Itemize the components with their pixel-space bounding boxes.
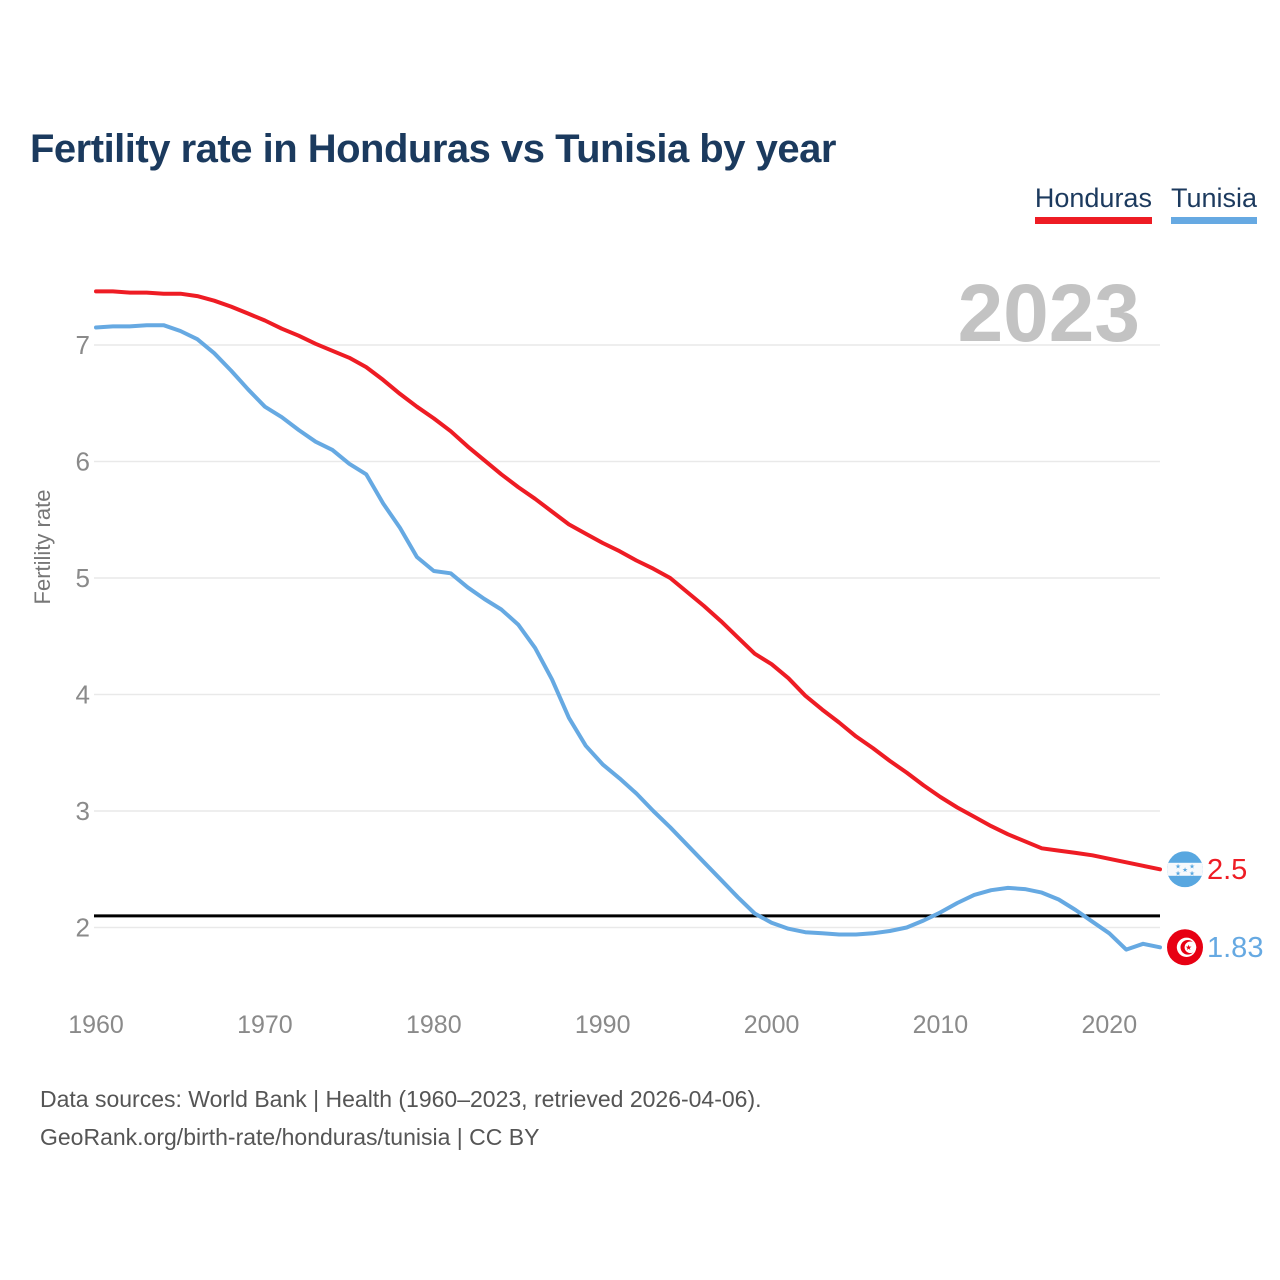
legend-item-tunisia[interactable]: Tunisia [1170, 183, 1257, 224]
y-tick-label: 7 [76, 330, 90, 360]
watermark-year: 2023 [958, 268, 1140, 359]
honduras-flag-icon: ★ ★ ★ ★ ★ [1167, 851, 1203, 888]
tunisia-flag-icon: ★ [1167, 929, 1203, 966]
footer: Data sources: World Bank | Health (1960–… [40, 1080, 762, 1156]
x-tick-label: 2020 [1081, 1011, 1137, 1039]
x-axis-tick-labels: 1960 1970 1980 1990 2000 2010 2020 [68, 1011, 1137, 1039]
legend-color-bar-honduras [1034, 217, 1152, 224]
page-title: Fertility rate in Honduras vs Tunisia by… [30, 126, 836, 171]
svg-text:★: ★ [1189, 870, 1195, 878]
legend-label-tunisia: Tunisia [1170, 183, 1257, 213]
footer-attribution-line: GeoRank.org/birth-rate/honduras/tunisia … [40, 1124, 540, 1150]
tunisia-end-value: 1.83 [1207, 932, 1263, 964]
y-tick-label: 6 [76, 447, 90, 477]
svg-text:★: ★ [1175, 863, 1181, 871]
series-lines [94, 289, 1162, 952]
honduras-end-value: 2.5 [1207, 854, 1247, 886]
svg-text:★: ★ [1182, 866, 1188, 874]
legend-label-honduras: Honduras [1034, 183, 1152, 213]
y-axis-tick-labels: 7 6 5 4 3 2 [76, 330, 90, 943]
x-tick-label: 2000 [744, 1011, 800, 1039]
legend: Honduras Tunisia [1034, 183, 1257, 224]
honduras-line[interactable] [94, 289, 1162, 872]
legend-color-bar-tunisia [1170, 217, 1257, 224]
y-tick-label: 2 [76, 913, 90, 943]
x-tick-label: 1980 [406, 1011, 462, 1039]
svg-text:★: ★ [1189, 863, 1195, 871]
footer-sources-line: Data sources: World Bank | Health (1960–… [40, 1086, 762, 1112]
y-tick-label: 5 [76, 563, 90, 593]
x-tick-label: 2010 [913, 1011, 969, 1039]
tunisia-line[interactable] [94, 323, 1162, 952]
y-axis-label: Fertility rate [30, 490, 55, 605]
x-tick-label: 1970 [237, 1011, 293, 1039]
x-tick-label: 1960 [68, 1011, 124, 1039]
svg-text:★: ★ [1185, 943, 1192, 952]
y-tick-label: 3 [76, 796, 90, 826]
x-tick-label: 1990 [575, 1011, 631, 1039]
svg-text:★: ★ [1175, 870, 1181, 878]
legend-item-honduras[interactable]: Honduras [1034, 183, 1152, 224]
gridlines [94, 344, 1160, 929]
y-tick-label: 4 [76, 680, 90, 710]
